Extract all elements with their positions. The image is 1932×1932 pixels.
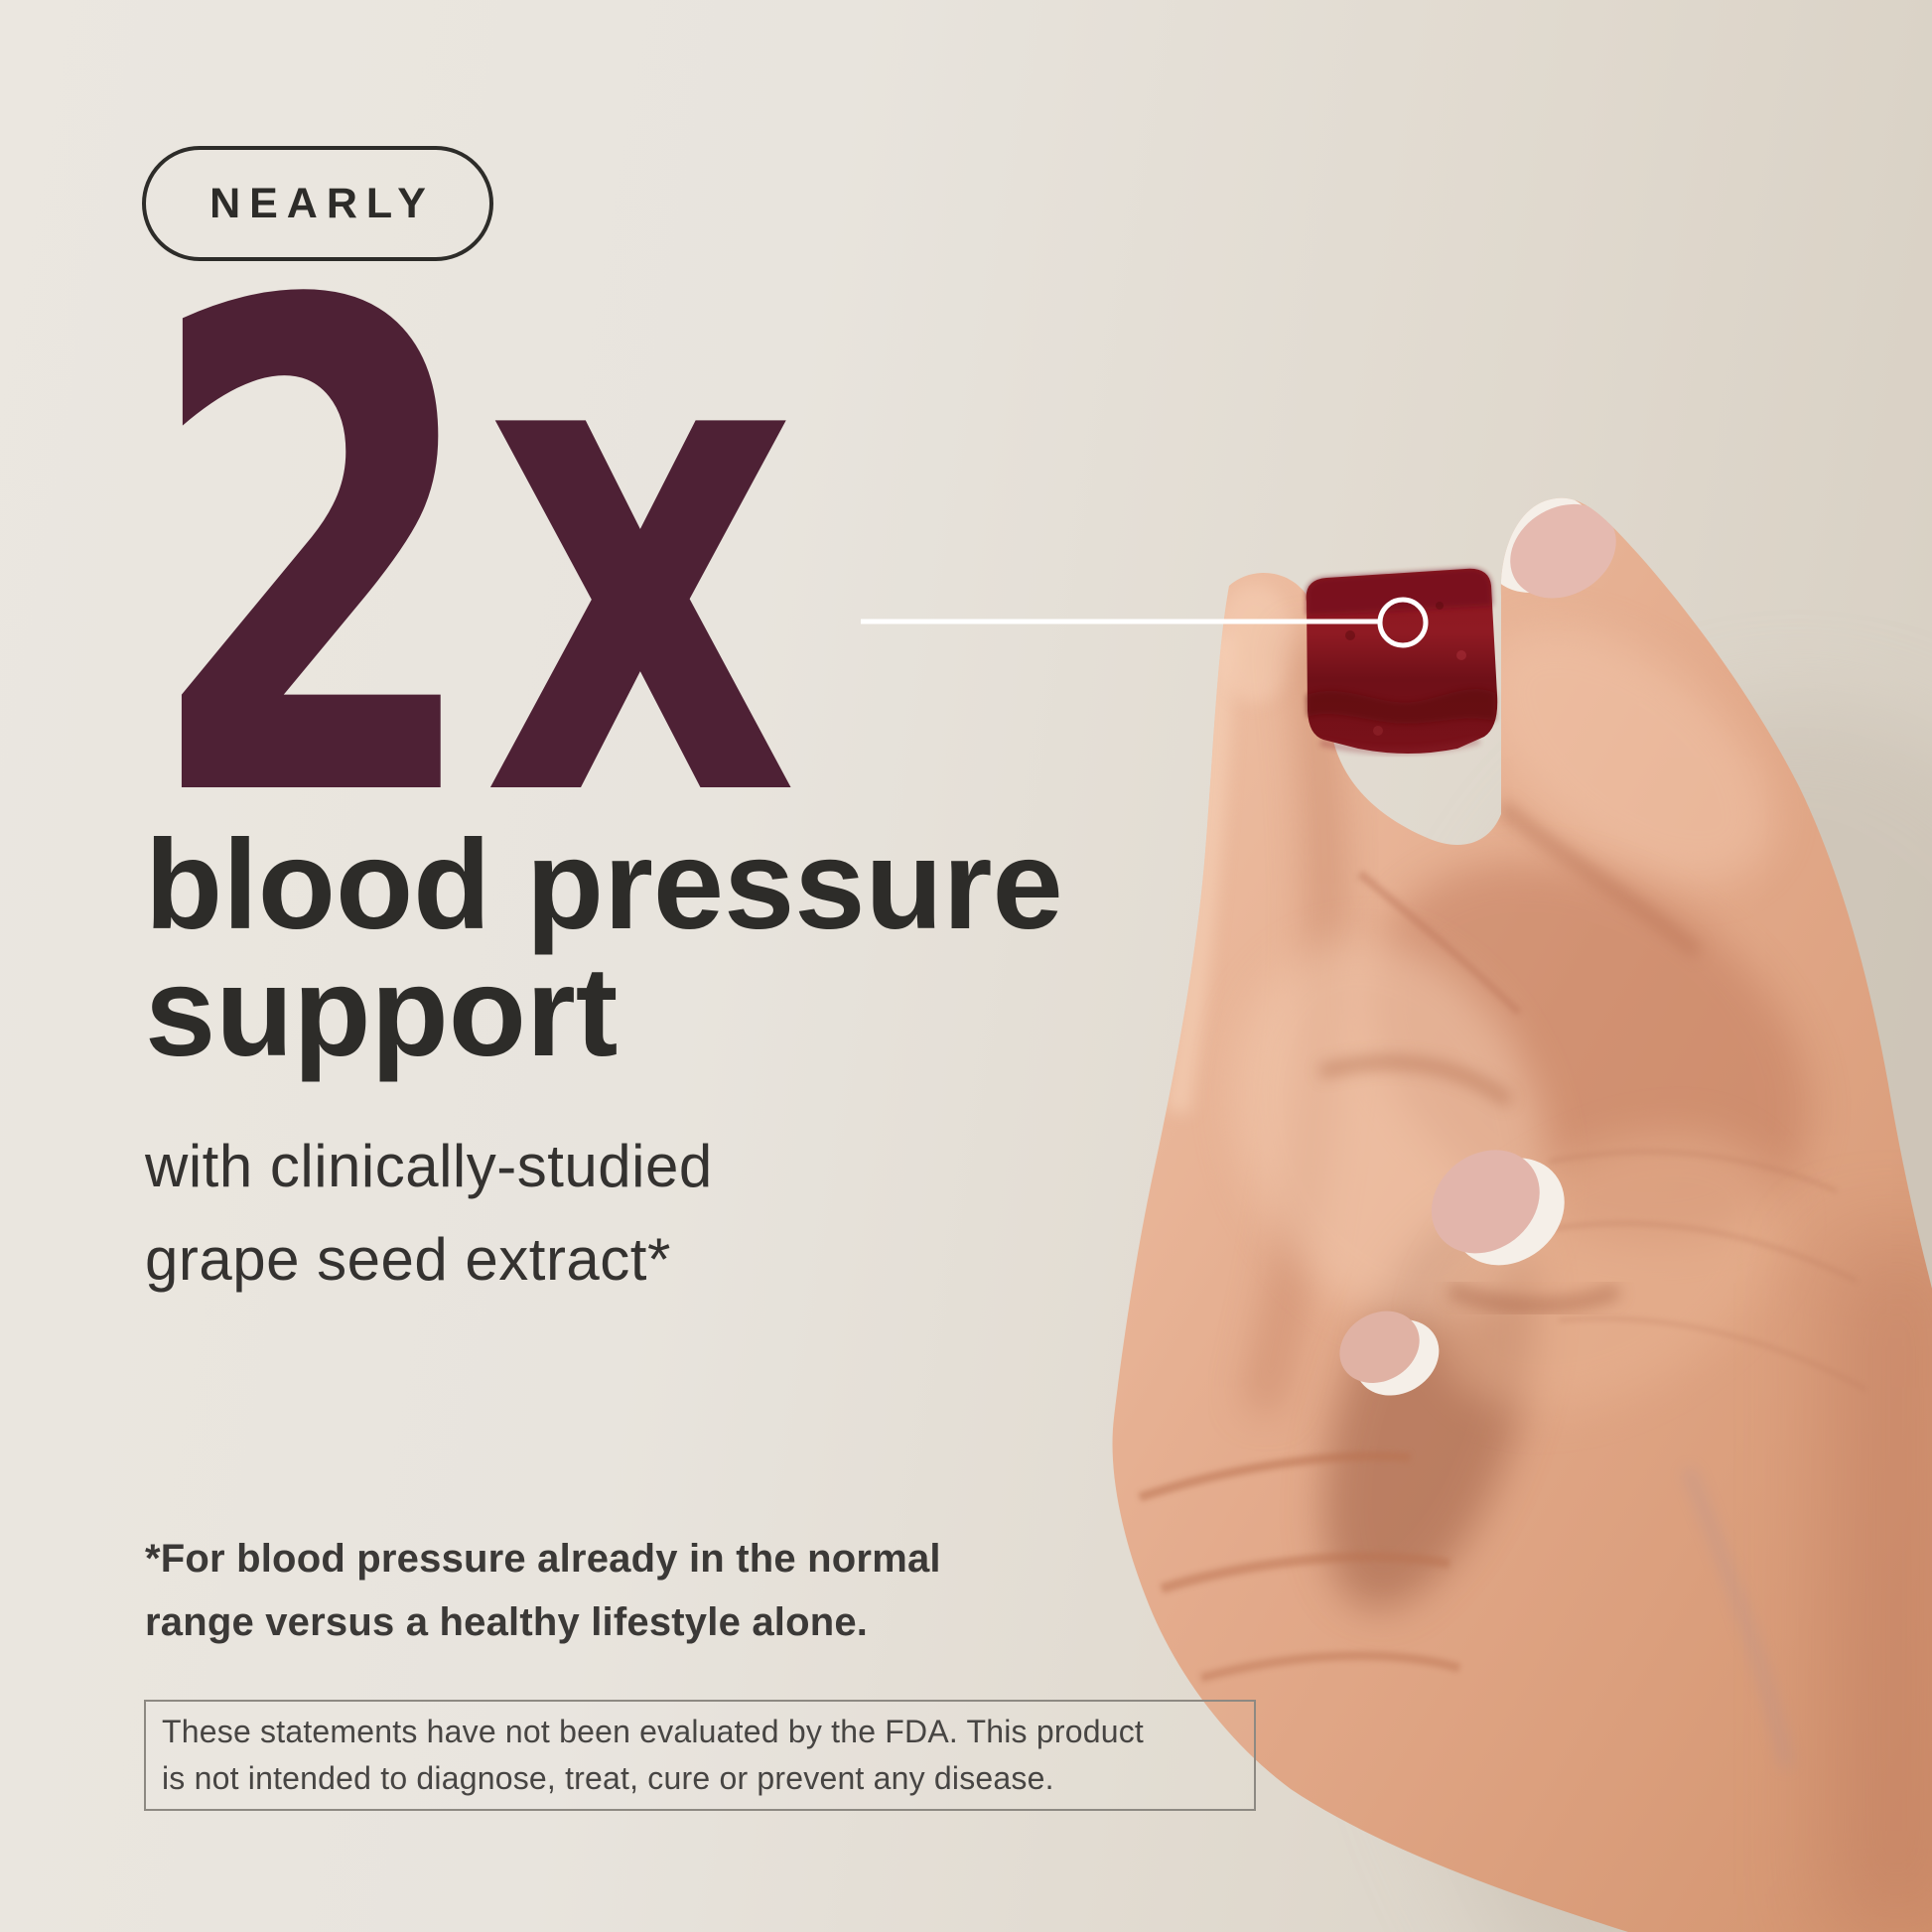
nearly-badge: NEARLY [142, 146, 493, 261]
webbing-crease [1357, 870, 1522, 1016]
fist-crease-4 [1199, 1651, 1461, 1683]
index-finger-highlight [1165, 634, 1236, 1114]
hand-wrinkle-2 [1538, 1221, 1858, 1283]
nearly-badge-label: NEARLY [209, 179, 435, 227]
fist-crease-3 [1160, 1552, 1450, 1593]
gummy-front-streak [1319, 738, 1480, 755]
gummy-speckle-4 [1373, 726, 1383, 736]
page-title: blood pressure support [145, 822, 1063, 1076]
fda-disclaimer-line-2: is not intended to diagnose, treat, cure… [162, 1760, 1054, 1796]
gummy-speckle-2 [1436, 602, 1444, 610]
subtitle: with clinically-studied grape seed extra… [145, 1120, 713, 1307]
multiplier-2x: 2x [143, 286, 798, 802]
title-line-1: blood pressure [145, 814, 1063, 956]
footnote-line-1: *For blood pressure already in the norma… [145, 1537, 941, 1581]
callout-circle [1377, 597, 1429, 648]
middle-fingertip-shadow [1447, 1284, 1621, 1312]
fda-disclaimer-box: These statements have not been evaluated… [144, 1700, 1256, 1811]
gummy-top-edge [1306, 568, 1492, 616]
subtitle-line-1: with clinically-studied [145, 1133, 713, 1199]
gummy-face-divide [1307, 689, 1495, 724]
fist-crease-2 [1138, 1451, 1411, 1502]
middle-finger-fold [1318, 1056, 1513, 1107]
hand-wrinkle-3 [1558, 1316, 1867, 1392]
gummy-speckle-1 [1345, 630, 1355, 640]
footnote: *For blood pressure already in the norma… [145, 1527, 941, 1654]
hand-wrinkle-1 [1548, 1150, 1838, 1193]
subtitle-line-2: grape seed extract* [145, 1226, 671, 1293]
gummy-speckle-3 [1456, 650, 1466, 660]
vein [1683, 1467, 1792, 1768]
middle-fingernail [1431, 1150, 1565, 1266]
thumb-highlight [1482, 626, 1774, 883]
footnote-line-2: range versus a healthy lifestyle alone. [145, 1600, 869, 1644]
index-fingertip-sheen [1215, 584, 1295, 703]
multiplier-text: 2x [143, 286, 798, 802]
gummy [1306, 568, 1498, 755]
wrist-shadow [1827, 1241, 1932, 1932]
title-line-2: support [145, 941, 619, 1083]
fda-disclaimer-line-1: These statements have not been evaluated… [162, 1714, 1144, 1749]
ring-fingernail [1339, 1311, 1440, 1396]
